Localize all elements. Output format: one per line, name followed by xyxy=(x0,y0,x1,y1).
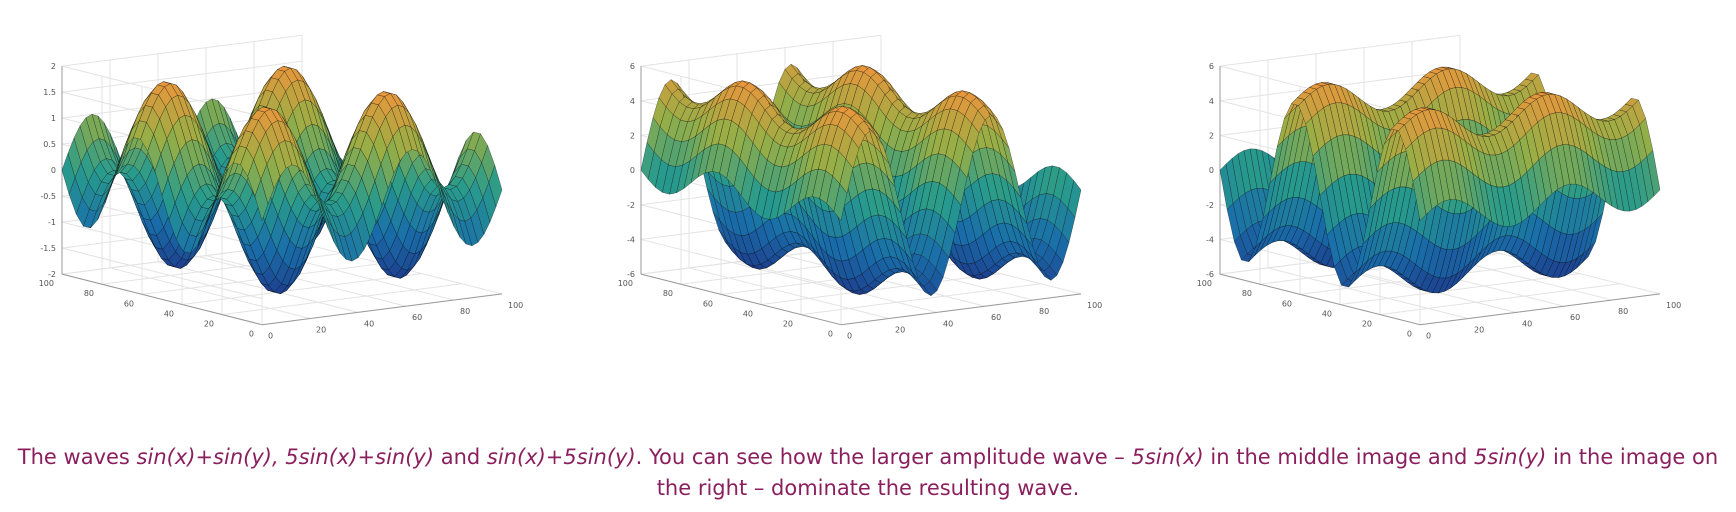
z-tick-label: 6 xyxy=(1209,62,1214,71)
y-tick-label: 20 xyxy=(783,320,793,329)
caption-text-3: . You can see how the larger amplitude w… xyxy=(635,445,1132,469)
surface-plot-1: 0 20 40 60 80 100 0 20 40 60 80 100 2 1.5 1 0.5 0 -0.5 -1 -… xyxy=(39,34,523,341)
z-tick-label: 0 xyxy=(1209,166,1214,175)
surface-patch xyxy=(1067,180,1082,219)
z-tick-label: -1.5 xyxy=(40,244,56,253)
x-tick-label: 20 xyxy=(1474,326,1484,335)
x-tick-label: 80 xyxy=(1039,307,1049,316)
z-tick-label: -0.5 xyxy=(40,192,56,201)
caption-text-1: The waves xyxy=(17,445,137,469)
x-tick-label: 60 xyxy=(412,313,422,322)
grid-line xyxy=(784,255,986,307)
z-tick-label: 1 xyxy=(51,114,56,123)
z-tick-label: 1.5 xyxy=(43,88,56,97)
z-tick-label: -6 xyxy=(627,270,635,279)
axis-line xyxy=(61,273,263,326)
z-tick-label: -2 xyxy=(1206,201,1214,210)
y-tick-label: 80 xyxy=(1242,289,1252,298)
z-tick-label: 0 xyxy=(630,166,635,175)
grid-line xyxy=(800,283,1042,316)
figure-caption: The waves sin(x)+sin(y), 5sin(x)+sin(y) … xyxy=(0,442,1736,504)
y-tick-label: 0 xyxy=(1407,330,1412,339)
z-tick-label: 0 xyxy=(51,166,56,175)
y-tick-label: 60 xyxy=(1282,299,1292,308)
z-tick-label: 0.5 xyxy=(43,140,56,149)
x-tick-label: 80 xyxy=(460,307,470,316)
grid-line xyxy=(109,267,311,320)
x-tick-label: 40 xyxy=(364,319,374,328)
caption-formula-3: 5sin(x) xyxy=(1131,445,1204,469)
y-tick-label: 100 xyxy=(39,279,54,288)
axis-line xyxy=(261,293,503,326)
y-tick-label: 60 xyxy=(703,299,713,308)
axis-line xyxy=(840,293,1082,326)
grid-line xyxy=(205,255,407,307)
plots-row: 0 20 40 60 80 100 0 20 40 60 80 100 2 1.5 1 0.5 0 -0.5 -1-… xyxy=(39,34,1681,341)
axis-line xyxy=(1419,293,1661,326)
z-tick-label: -6 xyxy=(1206,270,1214,279)
surface xyxy=(1219,66,1661,294)
y-tick-label: 60 xyxy=(124,299,134,308)
z-tick-label: 4 xyxy=(1209,97,1214,106)
z-tick-label: -2 xyxy=(627,201,635,210)
x-tick-label: 60 xyxy=(991,313,1001,322)
caption-text-5: in the image on the right – dominate the… xyxy=(656,445,1719,500)
grid-line xyxy=(1379,283,1621,316)
x-tick-label: 0 xyxy=(1426,332,1431,341)
surface-patch xyxy=(488,164,503,208)
grid-line xyxy=(221,283,463,316)
y-tick-label: 80 xyxy=(663,289,673,298)
caption-formula-1: sin(x)+sin(y), 5sin(x)+sin(y) xyxy=(136,445,435,469)
caption-formula-4: 5sin(y) xyxy=(1474,445,1547,469)
caption-text-4: in the middle image and xyxy=(1203,445,1475,469)
y-tick-label: 40 xyxy=(164,309,174,318)
y-tick-label: 40 xyxy=(743,309,753,318)
y-tick-label: 0 xyxy=(249,330,254,339)
z-tick-label: -4 xyxy=(627,235,635,244)
y-tick-label: 0 xyxy=(828,330,833,339)
x-tick-label: 60 xyxy=(1570,313,1580,322)
z-tick-label: 4 xyxy=(630,97,635,106)
x-tick-label: 20 xyxy=(895,326,905,335)
z-tick-label: -4 xyxy=(1206,235,1214,244)
y-tick-label: 20 xyxy=(1362,320,1372,329)
y-tick-label: 80 xyxy=(84,289,94,298)
caption-text-2: and xyxy=(434,445,487,469)
surface xyxy=(61,65,503,295)
grid-line xyxy=(688,267,890,320)
x-tick-label: 100 xyxy=(508,301,523,310)
y-tick-label: 100 xyxy=(618,279,633,288)
y-tick-label: 40 xyxy=(1322,309,1332,318)
x-tick-label: 40 xyxy=(943,319,953,328)
z-tick-label: -2 xyxy=(48,270,56,279)
surface xyxy=(640,63,1082,297)
x-tick-label: 20 xyxy=(316,326,326,335)
z-tick-label: -1 xyxy=(48,218,56,227)
grid-line xyxy=(736,261,938,313)
x-tick-label: 0 xyxy=(847,332,852,341)
surface-patch xyxy=(1646,149,1661,197)
x-tick-label: 100 xyxy=(1087,301,1102,310)
z-tick-label: 6 xyxy=(630,62,635,71)
x-tick-label: 100 xyxy=(1666,301,1681,310)
axis-line xyxy=(1219,273,1421,326)
grid-line xyxy=(1267,267,1469,320)
y-tick-label: 20 xyxy=(204,320,214,329)
z-tick-label: 2 xyxy=(51,62,56,71)
grid-line xyxy=(1339,273,1581,305)
grid-line xyxy=(181,273,423,305)
grid-line xyxy=(760,273,1002,305)
x-tick-label: 40 xyxy=(1522,319,1532,328)
y-tick-label: 100 xyxy=(1197,279,1212,288)
x-tick-label: 80 xyxy=(1618,307,1628,316)
x-tick-label: 0 xyxy=(268,332,273,341)
z-tick-label: 2 xyxy=(1209,131,1214,140)
axis-line xyxy=(640,273,842,326)
grid-line xyxy=(157,261,359,313)
z-tick-label: 2 xyxy=(630,131,635,140)
caption-formula-2: sin(x)+5sin(y) xyxy=(486,445,636,469)
